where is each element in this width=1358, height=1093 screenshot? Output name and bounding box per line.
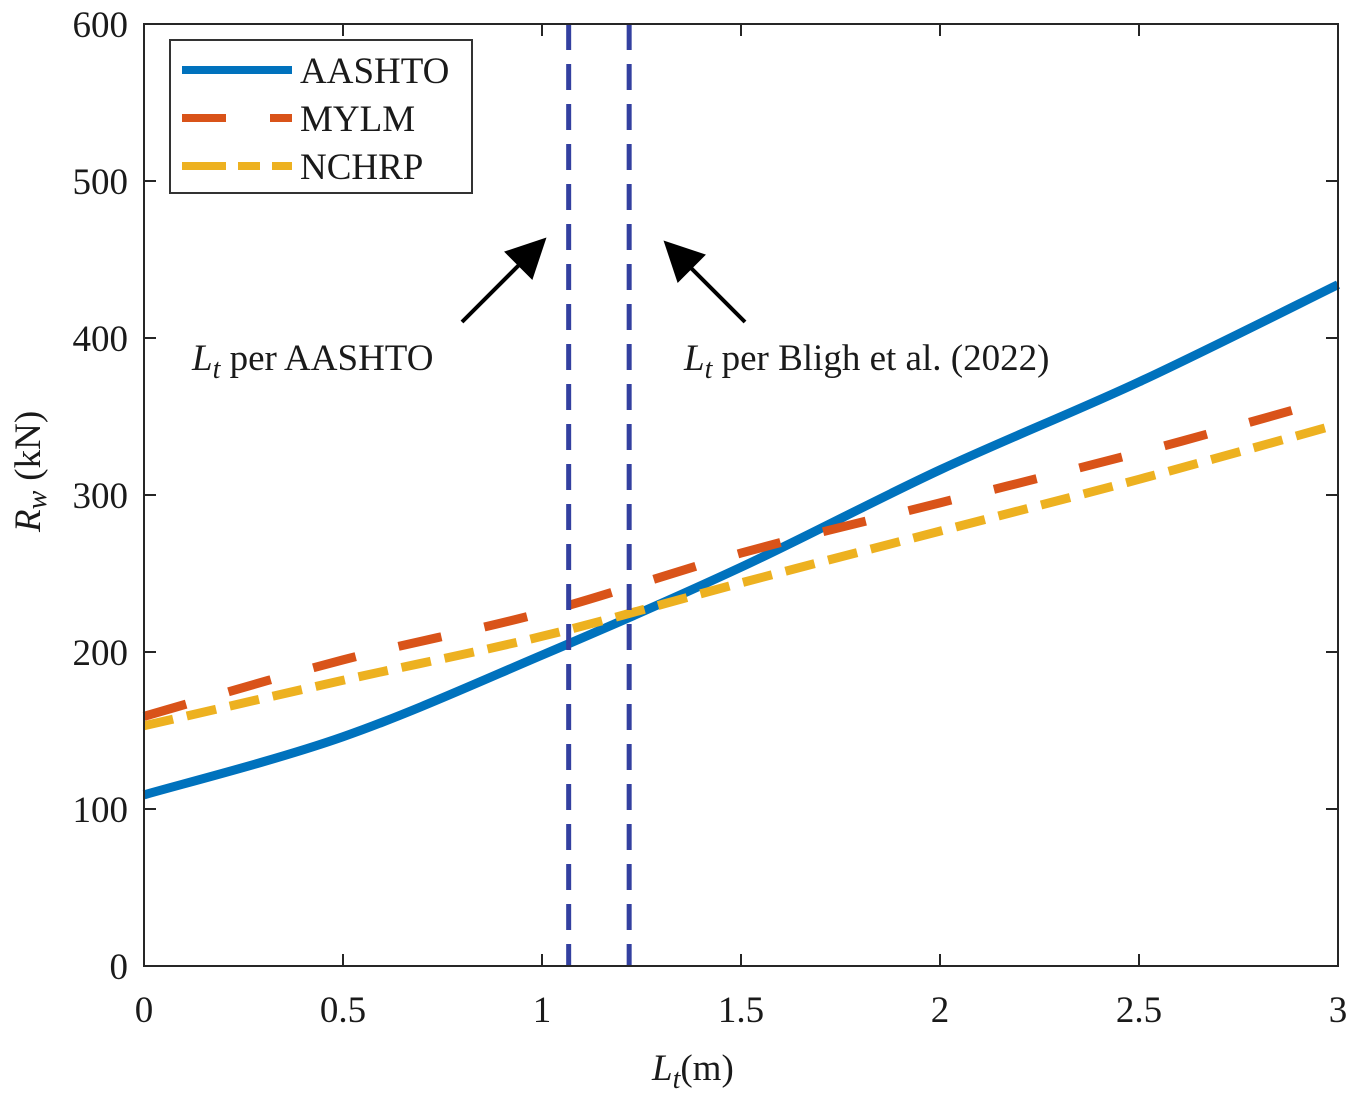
y-tick-label: 100 — [73, 790, 129, 831]
legend-entry-nchrp: NCHRP — [182, 147, 423, 188]
series-line-aashto — [142, 280, 1340, 800]
x-tick-label: 1.5 — [718, 990, 764, 1031]
annotation-aashto: Lt per AASHTO — [191, 237, 547, 385]
annotation-arrow-bligh — [663, 240, 747, 324]
y-tick-label: 0 — [110, 947, 129, 988]
legend: AASHTO MYLM NCHRP — [169, 39, 473, 194]
y-axis-title-unit: (kN) — [8, 411, 49, 481]
y-axis-title-sub: w — [22, 490, 53, 509]
y-tick-label: 200 — [73, 633, 129, 674]
annotation-text: per Bligh et al. (2022) — [712, 338, 1049, 379]
annotation-label-bligh: Lt per Bligh et al. (2022) — [683, 338, 1049, 385]
legend-entry-mylm: MYLM — [182, 99, 415, 140]
series-line-mylm — [142, 404, 1300, 721]
series-layer — [142, 280, 1340, 800]
x-tick-label: 2.5 — [1116, 990, 1162, 1031]
x-axis-title: Lt(m) — [651, 1048, 734, 1093]
legend-entry-aashto: AASHTO — [182, 51, 449, 92]
ticks-layer: 0 0.5 1 1.5 2 2.5 3 0 100 200 300 400 500 600 — [73, 5, 1348, 1031]
x-axis-title-var: L — [651, 1048, 673, 1089]
legend-label-aashto: AASHTO — [300, 51, 449, 92]
y-tick-label: 400 — [73, 319, 129, 360]
annotation-bligh: Lt per Bligh et al. (2022) — [663, 240, 1049, 385]
legend-label-nchrp: NCHRP — [300, 147, 423, 188]
y-axis-title-var: R — [8, 509, 49, 533]
annotation-text: per AASHTO — [220, 338, 433, 379]
legend-label-mylm: MYLM — [300, 99, 415, 140]
annotation-var: L — [683, 338, 705, 379]
x-tick-label: 0.5 — [320, 990, 366, 1031]
annotation-var: L — [191, 338, 213, 379]
y-tick-label: 500 — [73, 162, 129, 203]
y-axis-title: Rw (kN) — [8, 411, 53, 533]
vertical-lines-layer — [566, 24, 632, 966]
x-tick-label: 1 — [533, 990, 552, 1031]
y-tick-label: 300 — [73, 476, 129, 517]
x-tick-label: 2 — [931, 990, 950, 1031]
annotation-sub: t — [705, 354, 714, 385]
annotation-sub: t — [213, 354, 222, 385]
x-axis-title-unit: (m) — [680, 1048, 733, 1089]
x-tick-label: 0 — [135, 990, 154, 1031]
x-tick-label: 3 — [1329, 990, 1348, 1031]
annotation-arrow-aashto — [460, 237, 547, 324]
x-axis-title-sub: t — [673, 1064, 682, 1093]
annotation-label-aashto: Lt per AASHTO — [191, 338, 433, 385]
series-line-nchrp — [142, 420, 1340, 731]
y-tick-label: 600 — [73, 5, 129, 46]
